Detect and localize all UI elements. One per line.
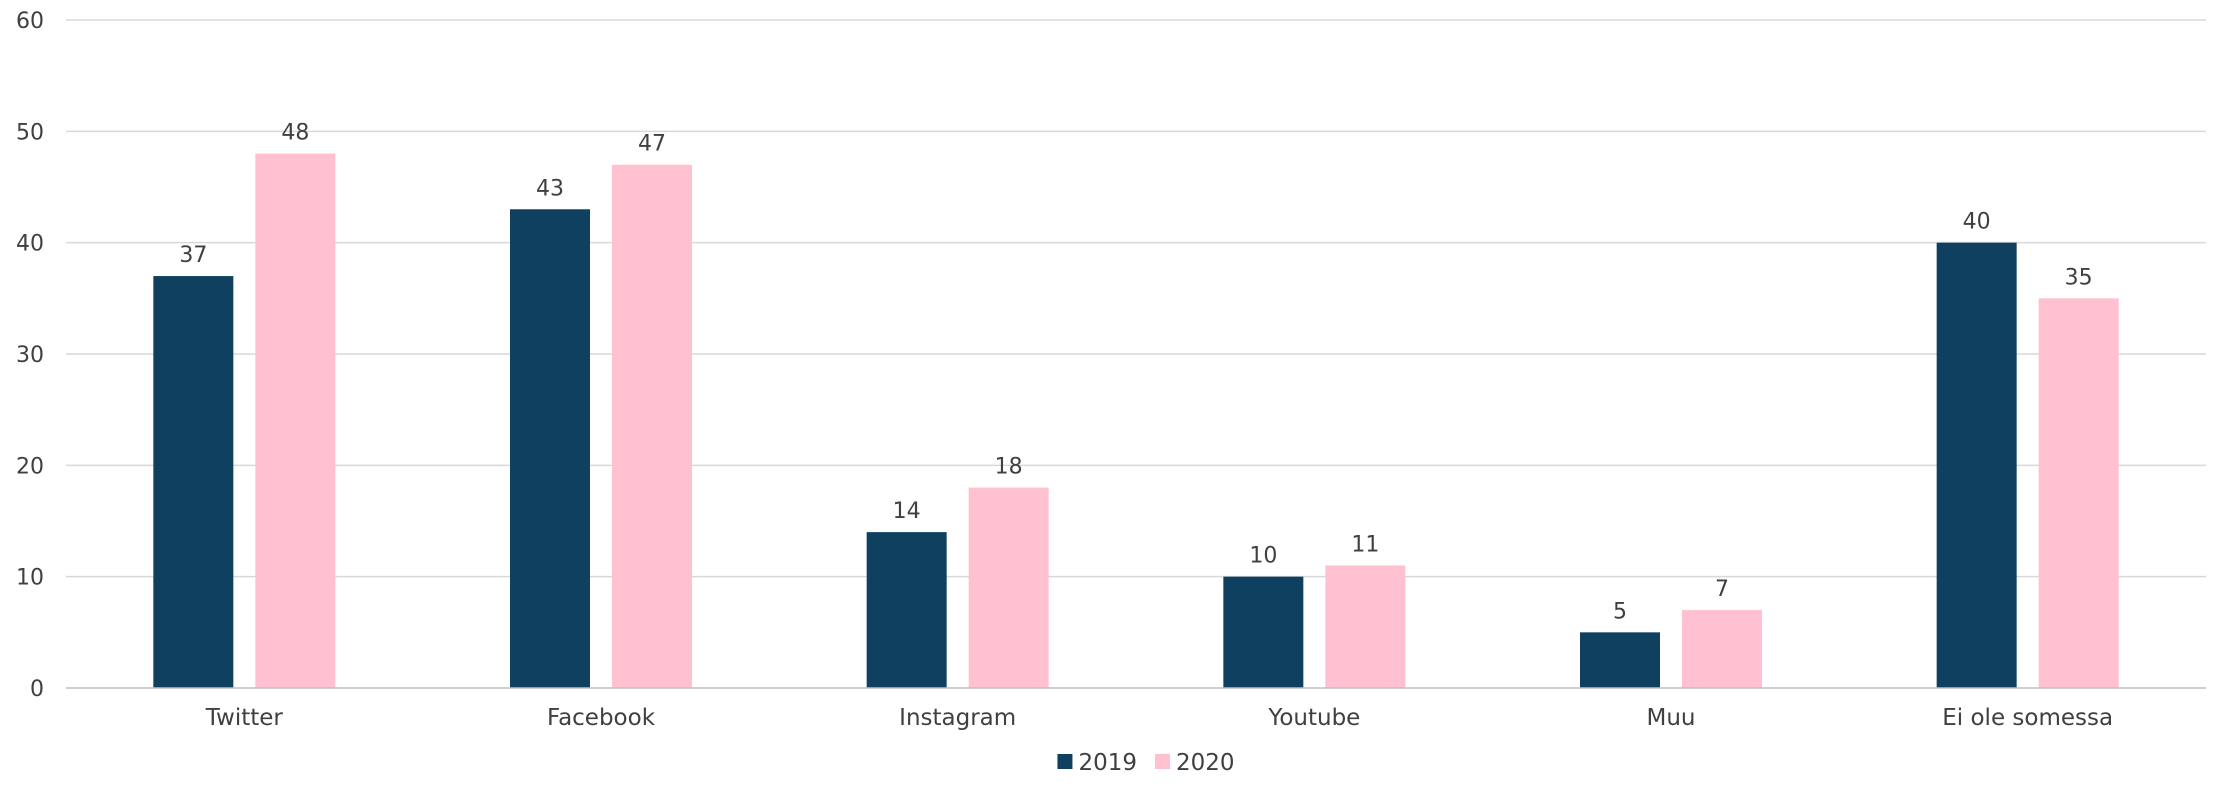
y-tick-label: 60 [16,9,44,34]
x-tick-label: Facebook [547,705,656,731]
bar-2020-muu [1682,610,1762,688]
gridlines [66,19,2206,578]
x-tick-label: Twitter [205,705,284,731]
data-label: 35 [2065,265,2093,290]
data-label: 43 [536,176,564,201]
legend-item-2019: 2019 [1057,750,1137,776]
x-tick-label: Instagram [899,705,1016,731]
y-tick-label: 10 [16,566,44,591]
axes: 0 10 20 30 40 50 60 Twitter Facebook Instagram You… [16,9,2206,731]
legend-swatch [1155,754,1170,769]
x-tick-label: Youtube [1267,705,1360,731]
bar-2019-ei-ole-somessa [1936,242,2017,688]
y-tick-label: 50 [16,120,44,145]
y-tick-label: 20 [16,454,44,479]
data-label: 7 [1715,577,1729,602]
legend-label: 2020 [1176,750,1235,776]
data-label: 14 [893,499,921,524]
bar-2020-instagram [968,487,1049,688]
data-label: 18 [995,455,1023,480]
y-tick-label: 0 [30,677,44,702]
legend-swatch [1057,754,1073,769]
bar-2020-twitter [255,153,336,689]
bar-2020-ei-ole-somessa [2038,298,2119,688]
x-tick-label: Muu [1647,705,1696,731]
data-label: 47 [638,132,666,157]
bar-2019-twitter [153,276,234,688]
bars [153,153,2119,689]
bar-2019-youtube [1223,576,1304,688]
bar-2020-facebook [612,164,692,688]
legend-label: 2019 [1078,750,1137,776]
data-label: 37 [179,243,207,268]
x-tick-label: Ei ole somessa [1942,705,2113,731]
legend-item-2020: 2020 [1155,750,1235,776]
data-label: 11 [1351,533,1379,558]
data-labels: 37 48 43 47 14 18 10 11 5 7 40 35 [179,121,2092,625]
data-label: 48 [281,121,309,146]
bar-2020-youtube [1325,565,1406,688]
data-label: 10 [1249,544,1277,569]
bar-2019-muu [1580,632,1660,688]
bar-2019-instagram [866,532,947,688]
data-label: 5 [1613,599,1627,624]
y-tick-label: 40 [16,232,44,257]
legend: 2019 2020 [1057,750,1235,776]
y-tick-label: 30 [16,343,44,368]
bar-2019-facebook [510,209,590,688]
data-label: 40 [1963,210,1991,235]
